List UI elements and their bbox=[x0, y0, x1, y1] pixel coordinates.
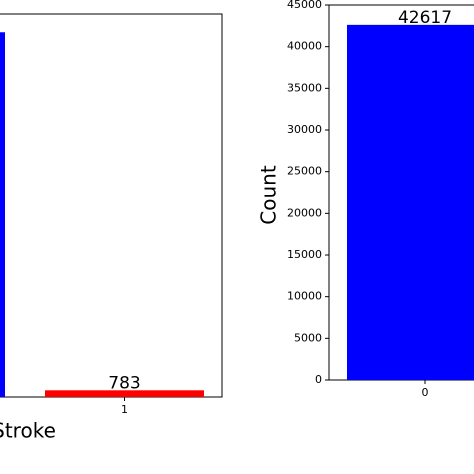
data-label: 783 bbox=[108, 373, 140, 393]
y-tick-label: 0 bbox=[315, 373, 322, 386]
y-tick-label: 35000 bbox=[287, 81, 322, 94]
bar bbox=[347, 24, 474, 380]
y-tick-label: 40000 bbox=[287, 40, 322, 53]
y-tick-label: 30000 bbox=[287, 123, 322, 136]
axes-frame bbox=[328, 4, 474, 381]
y-axis-label: Count bbox=[257, 165, 281, 225]
y-tick-label: 20000 bbox=[287, 206, 322, 219]
y-tick-label: 25000 bbox=[287, 165, 322, 178]
y-tick-label: 5000 bbox=[294, 331, 322, 344]
bar bbox=[0, 32, 5, 398]
axes-frame bbox=[0, 13, 223, 398]
y-tick-label: 45000 bbox=[287, 0, 322, 11]
data-label: 42617 bbox=[398, 8, 452, 28]
bar bbox=[45, 390, 204, 397]
y-tick-label: 10000 bbox=[287, 290, 322, 303]
y-tick-label: 15000 bbox=[287, 248, 322, 261]
x-tick-label: 1 bbox=[121, 403, 128, 416]
x-axis-label: Stroke bbox=[0, 419, 56, 443]
x-tick-label: 0 bbox=[422, 386, 429, 399]
